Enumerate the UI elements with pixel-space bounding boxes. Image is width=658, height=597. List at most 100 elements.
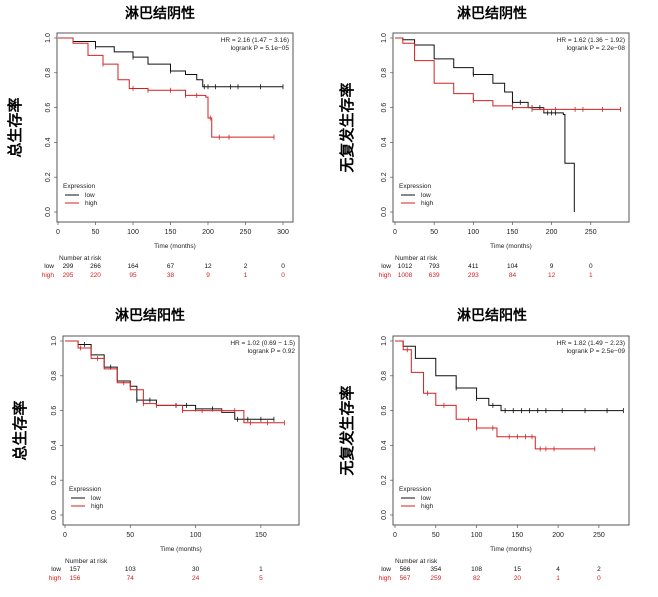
- risk-count-low: 0: [589, 263, 593, 270]
- y-tick-label: 0.2: [381, 475, 388, 485]
- y-tick-label: 0.6: [51, 406, 58, 416]
- x-tick-label: 0: [393, 229, 397, 236]
- y-tick-label: 0.6: [381, 406, 388, 416]
- x-tick-label: 0: [63, 532, 67, 539]
- risk-count-high: 0: [281, 272, 285, 279]
- y-tick-label: 0.8: [381, 68, 388, 78]
- x-tick-label: 50: [430, 229, 438, 236]
- x-tick-label: 0: [393, 532, 397, 539]
- risk-count-high: 295: [63, 272, 74, 279]
- risk-count-high: 639: [429, 272, 440, 279]
- plot-frame: [392, 335, 630, 526]
- y-tick-label: 1.0: [51, 336, 58, 346]
- risk-count-low: 411: [468, 263, 479, 270]
- km-curve-low: [65, 340, 274, 420]
- risk-count-high: 9: [206, 272, 210, 279]
- risk-count-high: 95: [129, 272, 137, 279]
- y-tick-label: 0.8: [45, 68, 52, 78]
- risk-row-label-low: low: [381, 263, 391, 270]
- risk-table-header: Number at risk: [65, 558, 108, 565]
- km-curve-low: [58, 37, 283, 88]
- risk-count-high: 38: [167, 272, 175, 279]
- risk-count-high: 293: [468, 272, 479, 279]
- y-axis-label: 总生存率: [11, 400, 29, 460]
- x-tick-label: 300: [277, 229, 289, 236]
- y-tick-label: 0.6: [45, 103, 52, 113]
- risk-count-low: 299: [63, 263, 74, 270]
- y-tick-label: 0.8: [381, 371, 388, 381]
- p-value-annotation: logrank P = 5.1e−05: [231, 45, 290, 52]
- chart-title: 淋巴结阳性: [115, 307, 185, 324]
- km-curve-low: [395, 340, 624, 412]
- risk-count-high: 84: [509, 272, 517, 279]
- risk-count-low: 4: [556, 566, 560, 573]
- risk-count-low: 2: [244, 263, 248, 270]
- risk-row-label-high: high: [42, 272, 55, 279]
- risk-count-low: 1012: [398, 263, 413, 270]
- x-tick-label: 200: [552, 532, 564, 539]
- risk-count-low: 104: [507, 263, 518, 270]
- legend-label-low: low: [421, 495, 431, 502]
- y-tick-label: 0.0: [381, 207, 388, 217]
- chart-title: 淋巴结阳性: [457, 307, 527, 324]
- legend-label-high: high: [91, 503, 104, 510]
- risk-row-label-low: low: [51, 566, 61, 573]
- risk-count-low: 15: [514, 566, 522, 573]
- legend-label-low: low: [421, 192, 431, 199]
- risk-table-header: Number at risk: [395, 255, 438, 262]
- y-tick-label: 0.8: [51, 371, 58, 381]
- risk-count-high: 0: [597, 575, 601, 582]
- legend-title: Expression: [69, 486, 102, 493]
- y-tick-label: 0.2: [45, 172, 52, 182]
- risk-count-high: 567: [400, 575, 411, 582]
- risk-row-label-low: low: [44, 263, 54, 270]
- x-tick-label: 150: [507, 229, 519, 236]
- legend-label-low: low: [85, 192, 95, 199]
- y-tick-label: 0.6: [381, 103, 388, 113]
- risk-count-low: 0: [281, 263, 285, 270]
- risk-count-high: 1008: [398, 272, 413, 279]
- risk-count-low: 108: [471, 566, 482, 573]
- risk-count-low: 157: [70, 566, 81, 573]
- x-tick-label: 200: [202, 229, 214, 236]
- risk-count-high: 5: [259, 575, 263, 582]
- x-axis-label: Time (months): [154, 243, 196, 250]
- x-tick-label: 150: [511, 532, 523, 539]
- hr-annotation: HR = 1.82 (1.49 − 2.23): [557, 340, 625, 347]
- risk-count-high: 156: [70, 575, 81, 582]
- x-tick-label: 100: [190, 532, 202, 539]
- risk-count-low: 266: [90, 263, 101, 270]
- legend-label-high: high: [421, 503, 434, 510]
- risk-count-high: 1: [556, 575, 560, 582]
- y-tick-label: 0.2: [381, 172, 388, 182]
- y-tick-label: 0.4: [45, 137, 52, 147]
- p-value-annotation: logrank P = 2.5e−09: [567, 348, 626, 355]
- legend-label-high: high: [421, 200, 434, 207]
- p-value-annotation: logrank P = 0.92: [248, 348, 296, 355]
- risk-count-low: 67: [167, 263, 175, 270]
- y-tick-label: 0.4: [381, 440, 388, 450]
- risk-row-label-high: high: [379, 575, 392, 582]
- legend-label-high: high: [85, 200, 98, 207]
- risk-row-label-high: high: [49, 575, 62, 582]
- legend-title: Expression: [399, 486, 432, 493]
- risk-count-low: 164: [128, 263, 139, 270]
- risk-count-low: 30: [192, 566, 200, 573]
- y-tick-label: 1.0: [381, 33, 388, 43]
- y-tick-label: 0.0: [51, 510, 58, 520]
- risk-row-label-low: low: [381, 566, 391, 573]
- risk-count-high: 1: [589, 272, 593, 279]
- risk-count-high: 12: [548, 272, 556, 279]
- risk-count-high: 24: [192, 575, 200, 582]
- x-axis-label: Time (months): [160, 546, 202, 553]
- y-tick-label: 0.0: [45, 207, 52, 217]
- km-curve-high: [395, 37, 621, 110]
- hr-annotation: HR = 1.02 (0.69 − 1.5): [230, 340, 295, 347]
- p-value-annotation: logrank P = 2.2e−08: [567, 45, 626, 52]
- x-tick-label: 200: [546, 229, 558, 236]
- x-tick-label: 0: [56, 229, 60, 236]
- y-tick-label: 1.0: [45, 33, 52, 43]
